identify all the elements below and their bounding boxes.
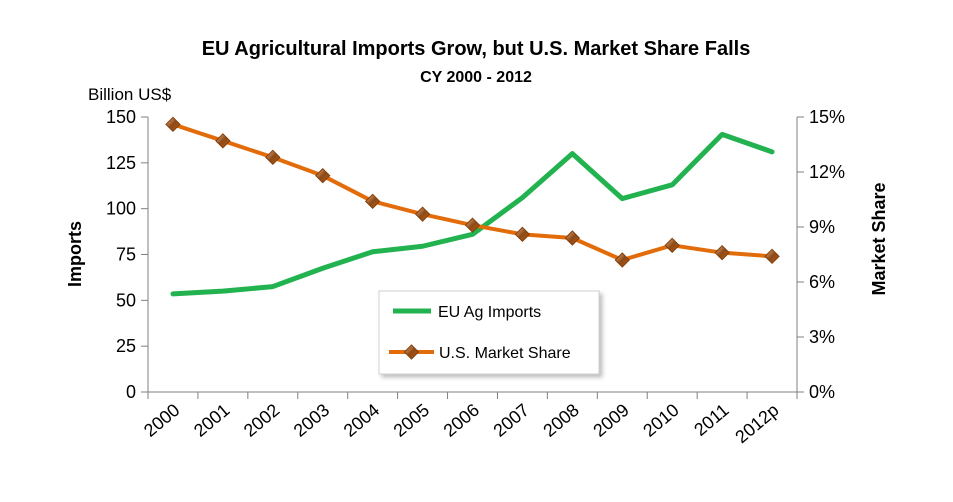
- x-tick-label: 2005: [390, 400, 434, 441]
- data-point-marker: [165, 116, 181, 133]
- x-tick-label: 2010: [639, 400, 683, 441]
- x-axis-ticks: 2000 2001 2002 2003 2004 2005 2006 2007 2008 2009…: [140, 392, 798, 448]
- data-point-marker: [414, 206, 431, 222]
- data-point-marker: [464, 217, 481, 233]
- x-tick-label: 2007: [489, 400, 533, 441]
- data-point-marker: [714, 244, 730, 261]
- data-point-marker: [564, 230, 581, 246]
- y-right-tick-label: 3%: [809, 327, 835, 347]
- y-right-tick-label: 15%: [809, 107, 845, 127]
- x-tick-label: 2003: [290, 400, 334, 441]
- y-axis-right-title: Market Share: [869, 182, 889, 295]
- y-left-tick-label: 25: [116, 336, 136, 356]
- y-left-tick-label: 50: [116, 290, 136, 310]
- y-axis-right-ticks: 0% 3% 6% 9% 12% 15%: [797, 107, 845, 402]
- y-left-tick-label: 75: [116, 245, 136, 265]
- y-left-tick-label: 100: [106, 199, 136, 219]
- y-left-tick-label: 125: [106, 153, 136, 173]
- x-tick-label: 2009: [589, 400, 633, 441]
- data-point-marker: [614, 252, 630, 268]
- x-tick-label: 2000: [140, 400, 184, 441]
- chart-title: EU Agricultural Imports Grow, but U.S. M…: [202, 38, 751, 60]
- legend-label-imports: EU Ag Imports: [438, 304, 541, 321]
- x-tick-label: 2011: [690, 400, 733, 440]
- data-point-marker: [664, 237, 680, 254]
- y-right-tick-label: 12%: [809, 162, 845, 182]
- data-point-marker: [764, 248, 780, 265]
- x-tick-label: 2002: [240, 400, 284, 441]
- y-axis-unit: Billion US$: [88, 85, 172, 104]
- x-tick-label: 2006: [440, 400, 484, 441]
- y-left-tick-label: 150: [106, 107, 136, 127]
- data-point-marker: [364, 193, 381, 210]
- x-tick-label: 2001: [190, 400, 234, 441]
- y-right-tick-label: 6%: [809, 272, 835, 292]
- legend-box: [378, 290, 600, 375]
- y-axis-left-ticks: 0 25 50 75 100 125 150: [106, 107, 148, 402]
- legend-marker-share: [403, 344, 420, 360]
- x-tick-label: 2008: [539, 400, 583, 441]
- data-point-marker: [215, 133, 231, 149]
- series-line-0: [170, 131, 775, 297]
- series-layer: [165, 116, 780, 297]
- y-axis-left-title: Imports: [65, 221, 85, 287]
- chart-subtitle: CY 2000 - 2012: [420, 69, 532, 86]
- x-tick-label: 2012p: [731, 400, 782, 448]
- y-right-tick-label: 9%: [809, 217, 835, 237]
- y-right-tick-label: 0%: [809, 382, 835, 402]
- y-left-tick-label: 0: [126, 382, 136, 402]
- data-point-marker: [514, 226, 531, 243]
- x-tick-label: 2004: [340, 400, 384, 441]
- legend-label-share: U.S. Market Share: [439, 345, 571, 362]
- series-line-1: [170, 122, 775, 262]
- data-point-marker: [265, 149, 281, 166]
- legend: EU Ag Imports U.S. Market Share: [378, 290, 600, 375]
- data-point-marker: [315, 167, 331, 184]
